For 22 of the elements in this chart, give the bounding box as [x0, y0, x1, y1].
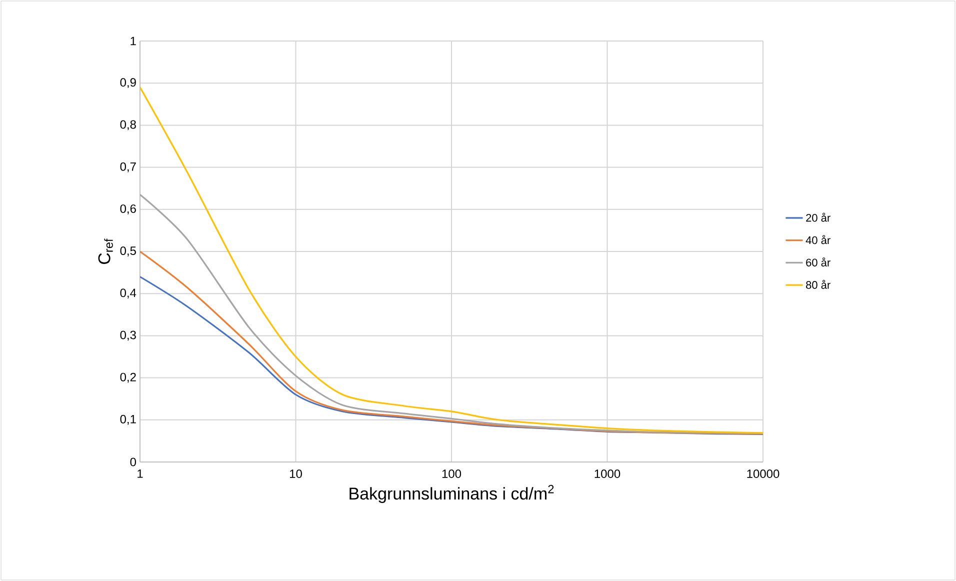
y-tick-label: 0,4: [120, 288, 136, 299]
y-tick-label: 0,6: [120, 204, 136, 214]
y-tick-label: 0,8: [120, 120, 136, 130]
y-axis-title: C$_{ref}$: [98, 238, 113, 264]
x-tick-label: 100: [442, 470, 462, 478]
y-tick-label: 0,7: [120, 162, 136, 172]
x-tick-label: 1: [138, 470, 143, 478]
y-tick-label: 0,9: [120, 78, 136, 88]
y-tick-label: 1: [130, 36, 136, 46]
y-tick-label: 0,2: [120, 372, 136, 383]
x-tick-label: 10000: [747, 470, 780, 478]
x-tick-label: 10: [290, 470, 302, 478]
legend-label: 40 år: [806, 235, 830, 244]
legend-label: 60 år: [806, 258, 830, 266]
x-tick-label: 1000: [594, 470, 620, 478]
y-tick-label: 0,3: [120, 330, 136, 341]
legend-label: 80 år: [806, 280, 830, 289]
y-tick-label: 0,5: [120, 246, 136, 256]
y-tick-label: 0: [130, 458, 136, 466]
legend-label: 20 år: [806, 212, 830, 222]
y-tick-label: 0,1: [120, 414, 136, 425]
x-axis-title: Bakgrunnsluminans i cd/m$^{2}$: [350, 484, 554, 503]
